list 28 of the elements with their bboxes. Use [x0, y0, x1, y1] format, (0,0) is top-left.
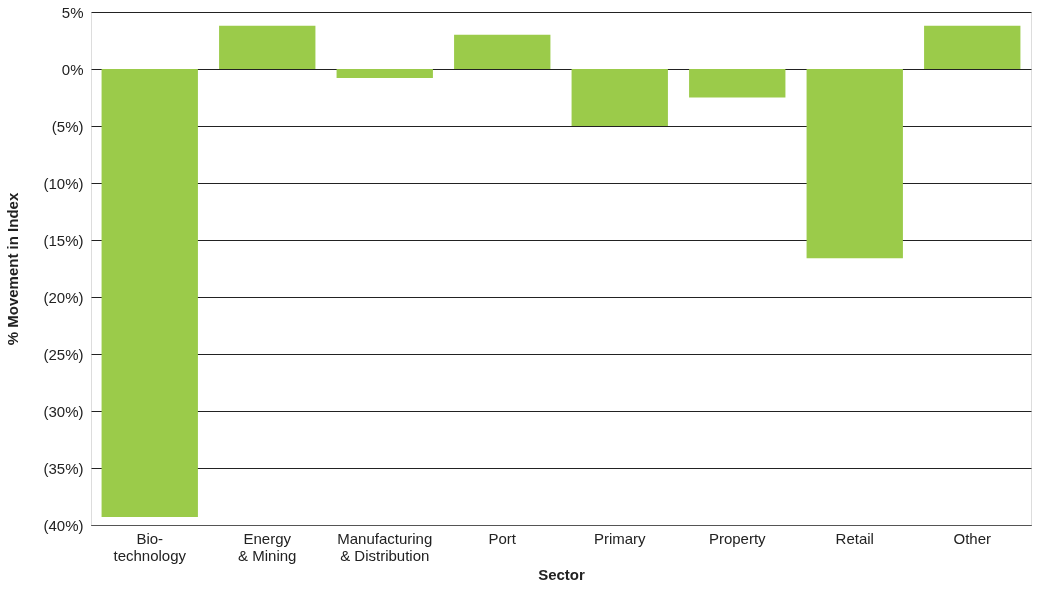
y-tick-label: (35%)	[43, 459, 84, 477]
x-tick-label: Energy & Mining	[238, 529, 297, 564]
bar	[689, 69, 786, 98]
bar	[454, 34, 551, 69]
x-tick-label: Port	[488, 529, 517, 547]
y-tick-label: (40%)	[43, 516, 84, 534]
y-tick-label: (10%)	[43, 174, 84, 192]
y-tick-label: (30%)	[43, 402, 84, 420]
bar	[101, 69, 198, 518]
x-tick-label: Property	[708, 529, 767, 547]
bar	[571, 69, 668, 126]
y-tick-label: 0%	[61, 60, 84, 78]
x-tick-label: Primary	[593, 529, 647, 547]
y-tick-label: 5%	[61, 3, 84, 21]
y-axis-title: % Movement in Index	[4, 192, 22, 346]
bar	[336, 69, 433, 79]
y-tick-label: (5%)	[51, 117, 84, 135]
x-tick-label: Retail	[835, 529, 874, 547]
bar	[806, 69, 903, 259]
y-tick-label: (25%)	[43, 345, 84, 363]
y-tick-label: (15%)	[43, 231, 84, 249]
x-tick-label: Bio- technology	[113, 529, 187, 564]
x-tick-label: Other	[953, 529, 992, 547]
bar	[924, 25, 1021, 69]
x-tick-label: Manufacturing & Distribution	[337, 529, 433, 564]
bar	[219, 25, 316, 69]
y-tick-label: (20%)	[43, 288, 84, 306]
x-axis-title: Sector	[538, 565, 585, 583]
